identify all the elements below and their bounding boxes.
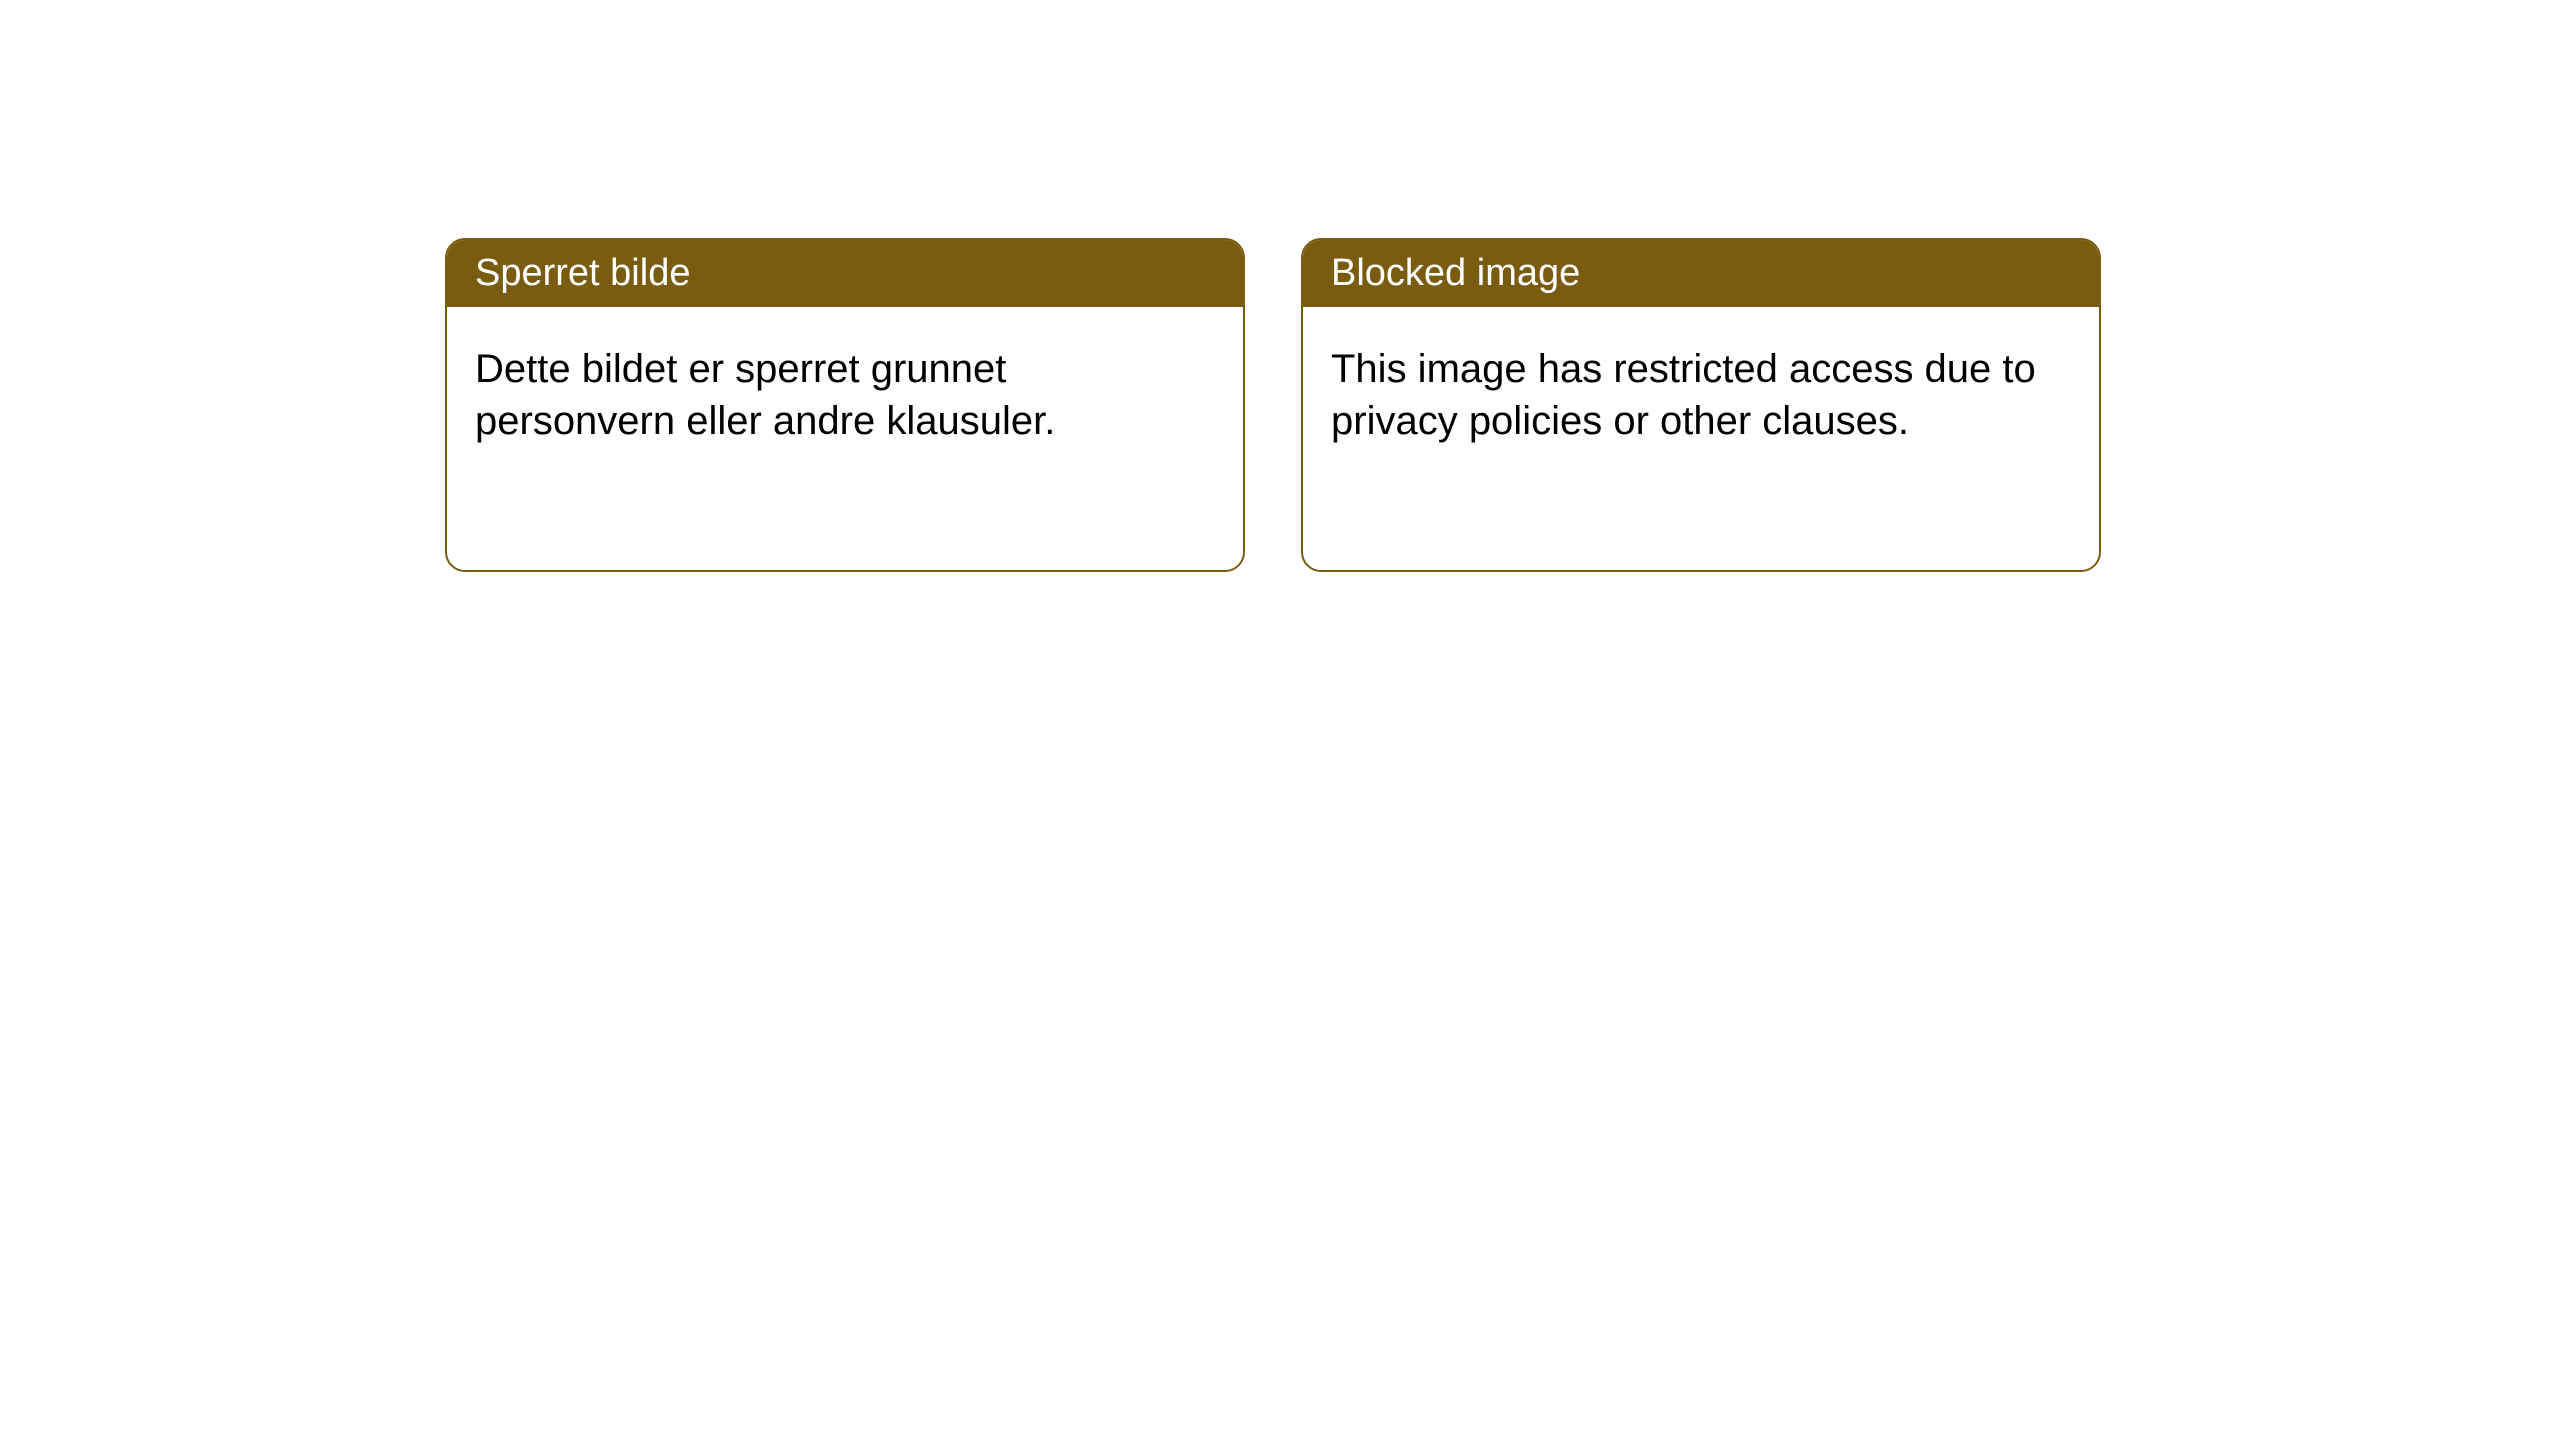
blocked-image-card-no: Sperret bilde Dette bildet er sperret gr… <box>445 238 1245 572</box>
card-header: Blocked image <box>1303 240 2099 307</box>
card-title: Sperret bilde <box>475 252 690 294</box>
card-title: Blocked image <box>1331 252 1580 294</box>
blocked-image-card-en: Blocked image This image has restricted … <box>1301 238 2101 572</box>
notice-cards-container: Sperret bilde Dette bildet er sperret gr… <box>0 0 2560 572</box>
card-body-text: Dette bildet er sperret grunnet personve… <box>475 347 1055 443</box>
card-body-text: This image has restricted access due to … <box>1331 347 2036 443</box>
card-body: This image has restricted access due to … <box>1303 307 2099 483</box>
card-body: Dette bildet er sperret grunnet personve… <box>447 307 1243 483</box>
card-header: Sperret bilde <box>447 240 1243 307</box>
